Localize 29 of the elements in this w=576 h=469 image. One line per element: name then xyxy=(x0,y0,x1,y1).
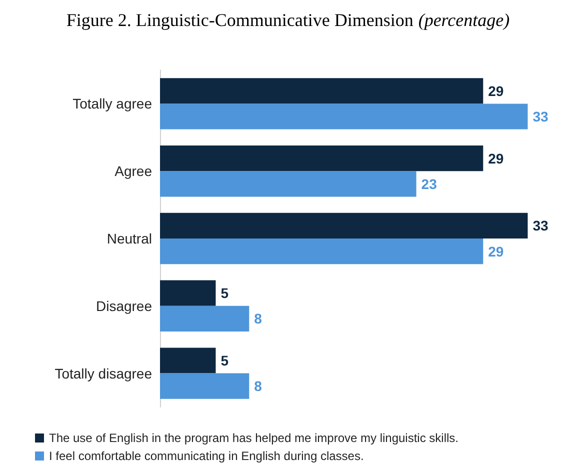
data-label: 29 xyxy=(488,150,504,166)
chart-subtitle: (percentage) xyxy=(418,10,510,30)
bar xyxy=(160,212,528,238)
bar xyxy=(160,104,528,130)
bar xyxy=(160,171,416,197)
y-tick-label: Totally agree xyxy=(72,96,152,112)
y-tick-label: Agree xyxy=(114,163,152,180)
legend-label: I feel comfortable communicating in English during classes. xyxy=(49,449,364,463)
data-label: 29 xyxy=(488,243,504,260)
bar xyxy=(160,280,216,306)
data-label: 5 xyxy=(220,285,229,302)
chart-title: Figure 2. Linguistic-Communicative Dimension xyxy=(66,10,414,30)
y-tick-label: Totally disagree xyxy=(54,365,152,382)
data-label: 29 xyxy=(488,82,504,99)
bar xyxy=(160,238,484,264)
bar xyxy=(160,373,250,399)
data-label: 8 xyxy=(254,378,262,394)
bar xyxy=(160,145,484,172)
legend-label: The use of English in the program has helped me improve my linguistic skills. xyxy=(49,431,459,445)
data-label: 23 xyxy=(421,176,438,192)
bar xyxy=(160,306,250,332)
y-tick-label: Disagree xyxy=(96,298,152,314)
data-label: 5 xyxy=(220,352,229,368)
y-tick-label: Neutral xyxy=(106,230,152,246)
data-label: 33 xyxy=(532,218,548,234)
data-label: 8 xyxy=(254,310,262,327)
bar xyxy=(160,78,484,104)
data-label: 33 xyxy=(532,108,548,125)
bar xyxy=(160,348,216,374)
